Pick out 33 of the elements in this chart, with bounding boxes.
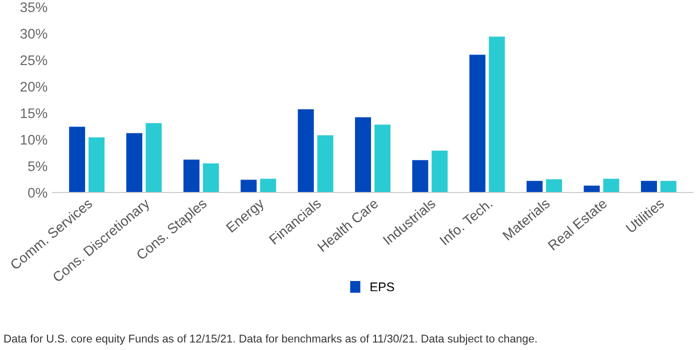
y-tick-label: 0% [28, 188, 48, 198]
bar [469, 54, 486, 192]
bar [584, 186, 600, 192]
bar [432, 150, 448, 192]
y-tick-label: 30% [20, 28, 48, 39]
bar [355, 117, 372, 192]
bar [126, 133, 142, 192]
legend-label: EPS [370, 282, 394, 292]
bar [526, 180, 543, 192]
bar [660, 180, 676, 192]
bar [412, 160, 428, 192]
y-tick-label: 35% [20, 2, 48, 12]
y-tick-label: 15% [20, 108, 48, 118]
bar [546, 179, 562, 192]
y-tick-label: 10% [20, 134, 48, 145]
bar [488, 36, 505, 192]
x-tick-label: Info. Tech. [439, 198, 493, 246]
y-tick-label: 5% [28, 161, 48, 172]
bar [374, 124, 390, 192]
bar [146, 123, 162, 192]
y-tick-label: 25% [20, 55, 48, 66]
bar [202, 163, 219, 192]
bar [317, 135, 334, 192]
bar [260, 178, 276, 192]
bar [640, 180, 657, 192]
y-tick-label: 20% [20, 82, 48, 92]
text: Data for U.S. core equity Funds as of 12/15/21. Data for benchmarks as of 11/30/21. Data subject to change. [4, 334, 537, 345]
bar [240, 180, 257, 192]
bar [603, 178, 620, 192]
bar [298, 109, 314, 192]
bar [88, 137, 105, 192]
bar [69, 126, 86, 192]
bar [183, 160, 200, 192]
